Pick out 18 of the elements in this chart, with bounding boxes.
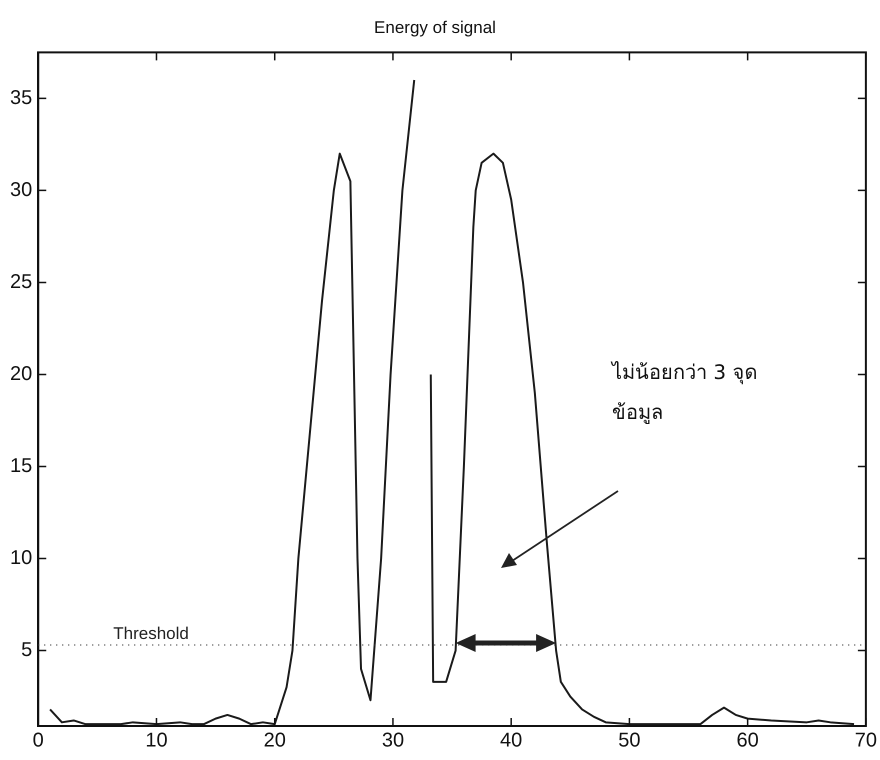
x-tick-label: 0	[32, 730, 44, 752]
x-tick-label: 50	[618, 730, 641, 752]
x-tick-label: 20	[264, 730, 286, 752]
y-tick-label: 35	[10, 86, 32, 109]
y-tick-label: 10	[10, 547, 32, 570]
chart-title: Energy of signal	[374, 18, 496, 37]
y-tick-label: 15	[10, 455, 32, 478]
x-tick-label: 10	[145, 730, 168, 752]
x-tick-label: 40	[500, 730, 522, 752]
x-tick-label: 30	[382, 730, 404, 752]
ref-line-label: Threshold	[113, 624, 189, 644]
annotation: ไม่น้อยกว่า 3 จุด ข้อมูล	[612, 359, 758, 426]
y-tick-label: 20	[10, 362, 32, 385]
x-tick-label: 60	[736, 730, 759, 752]
y-tick-label: 30	[10, 178, 32, 201]
x-tick-label: 70	[854, 730, 877, 752]
y-tick-label: 5	[21, 639, 32, 662]
y-tick-label: 25	[10, 270, 32, 293]
